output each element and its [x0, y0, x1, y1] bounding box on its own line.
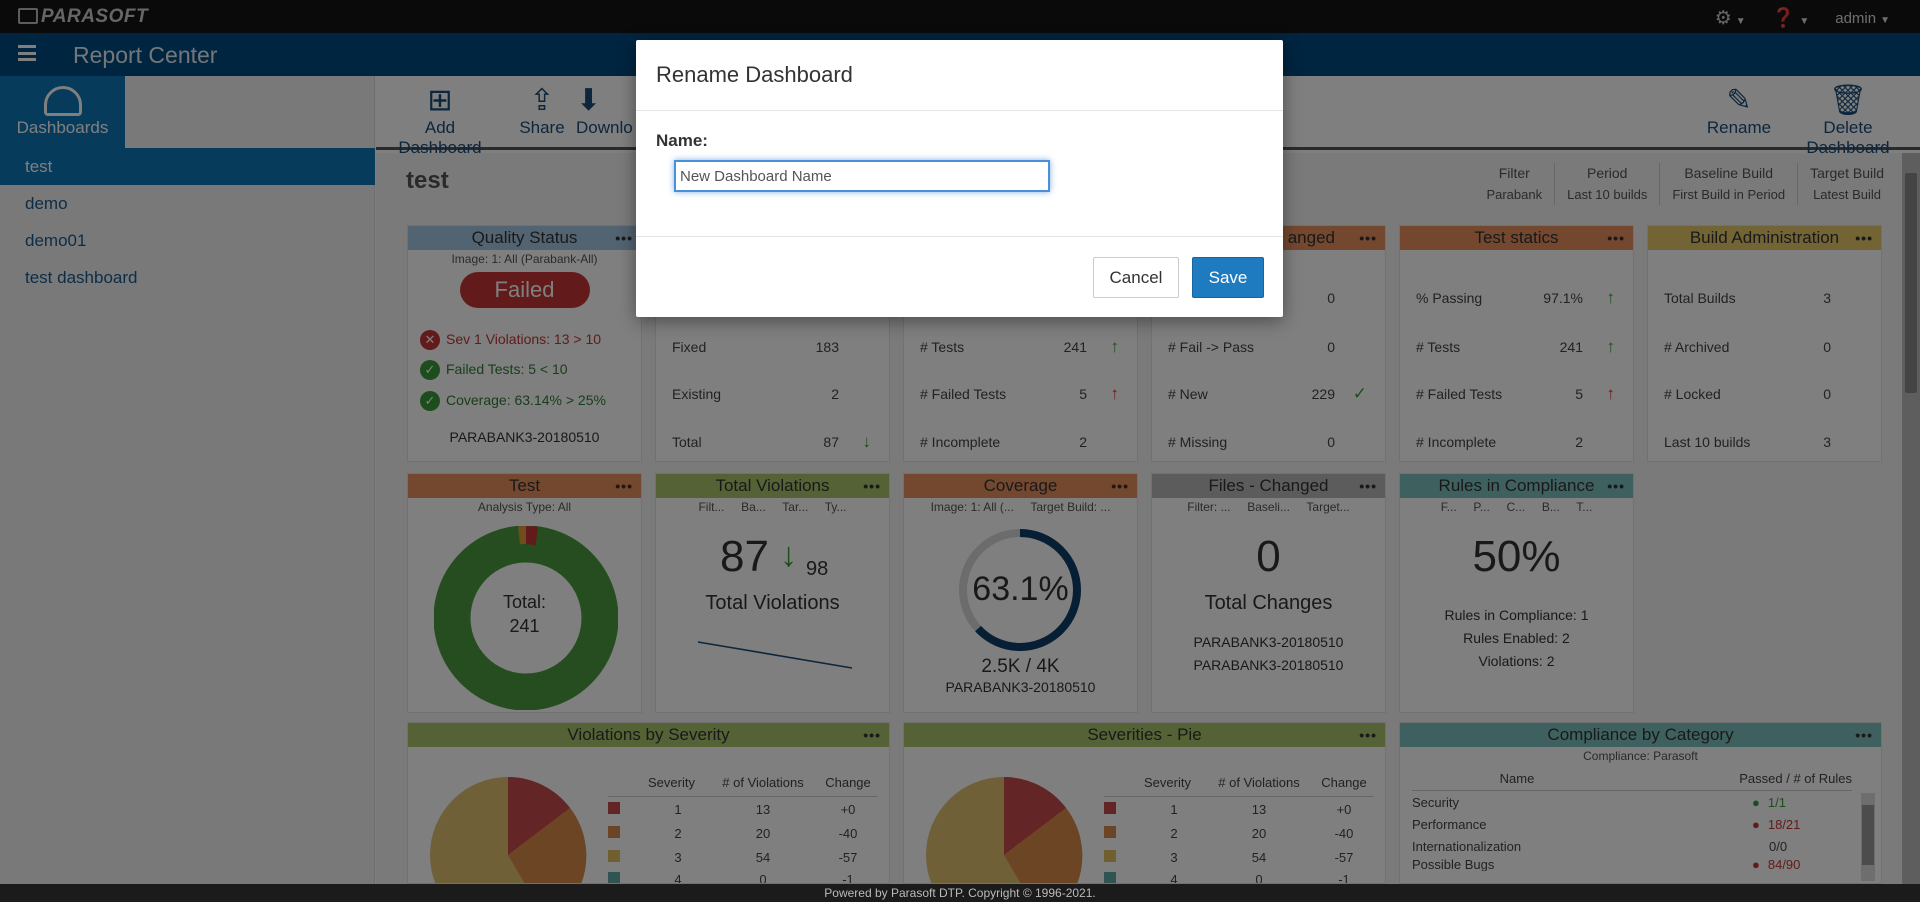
save-button[interactable]: Save: [1192, 257, 1264, 298]
name-label: Name:: [656, 131, 708, 150]
dashboard-name-input[interactable]: [674, 160, 1050, 192]
footer: Powered by Parasoft DTP. Copyright © 199…: [0, 884, 1920, 902]
cancel-button[interactable]: Cancel: [1093, 257, 1179, 298]
rename-dashboard-dialog: Rename Dashboard Name: Cancel Save: [636, 40, 1283, 317]
divider: [636, 110, 1283, 111]
dialog-title: Rename Dashboard: [656, 62, 853, 87]
divider: [636, 236, 1283, 237]
